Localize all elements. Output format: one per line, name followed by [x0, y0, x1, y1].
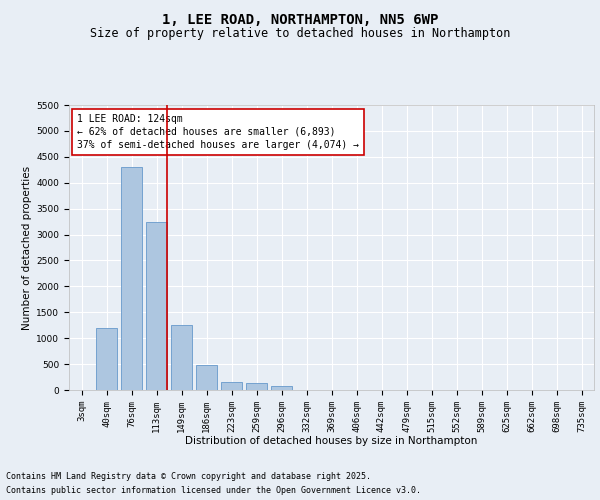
Text: Contains public sector information licensed under the Open Government Licence v3: Contains public sector information licen…	[6, 486, 421, 495]
Text: 1, LEE ROAD, NORTHAMPTON, NN5 6WP: 1, LEE ROAD, NORTHAMPTON, NN5 6WP	[162, 12, 438, 26]
Bar	[246, 384, 267, 390]
Bar	[171, 325, 192, 390]
Bar	[121, 167, 142, 390]
Bar	[196, 365, 217, 390]
Text: 1 LEE ROAD: 124sqm
← 62% of detached houses are smaller (6,893)
37% of semi-deta: 1 LEE ROAD: 124sqm ← 62% of detached hou…	[77, 114, 359, 150]
Y-axis label: Number of detached properties: Number of detached properties	[22, 166, 32, 330]
Bar	[146, 222, 167, 390]
Bar	[221, 382, 242, 390]
Bar	[271, 386, 292, 390]
Bar	[96, 328, 117, 390]
X-axis label: Distribution of detached houses by size in Northampton: Distribution of detached houses by size …	[185, 436, 478, 446]
Text: Size of property relative to detached houses in Northampton: Size of property relative to detached ho…	[90, 28, 510, 40]
Text: Contains HM Land Registry data © Crown copyright and database right 2025.: Contains HM Land Registry data © Crown c…	[6, 472, 371, 481]
